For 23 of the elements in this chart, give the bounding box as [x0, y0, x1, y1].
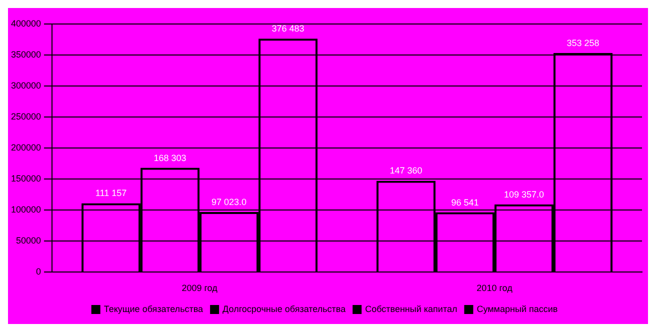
data-label: 111 157 — [95, 188, 127, 198]
x-tick-label: 2009 год — [182, 283, 218, 294]
legend-label: Суммарный пассив — [476, 304, 558, 314]
data-label: 353 258 — [566, 38, 600, 48]
data-label: 376 483 — [272, 24, 304, 34]
data-label: 168 303 — [154, 152, 186, 163]
y-tick-label: 200000 — [10, 142, 42, 153]
data-label: 97 023.0 — [212, 196, 247, 207]
y-tick-label: 400000 — [10, 18, 42, 28]
y-tick-label: 150000 — [10, 174, 42, 184]
data-label: 109 357.0 — [504, 189, 544, 200]
y-tick-label: 350000 — [10, 50, 42, 60]
y-tick-label: 250000 — [10, 112, 42, 122]
legend-label: Текущие обязательства — [104, 304, 204, 314]
data-label: 96 541 — [451, 197, 479, 208]
y-tick-label: 100000 — [10, 204, 42, 215]
y-tick-label: 300000 — [10, 80, 42, 91]
y-tick-label: 0 — [36, 266, 42, 277]
y-tick-label: 50000 — [16, 236, 42, 246]
legend-label: Долгосрочные обязательства — [222, 304, 346, 314]
data-label: 147 360 — [390, 166, 422, 176]
legend-label: Собственный капитал — [365, 304, 458, 314]
x-tick-label: 2010 год — [476, 283, 514, 294]
